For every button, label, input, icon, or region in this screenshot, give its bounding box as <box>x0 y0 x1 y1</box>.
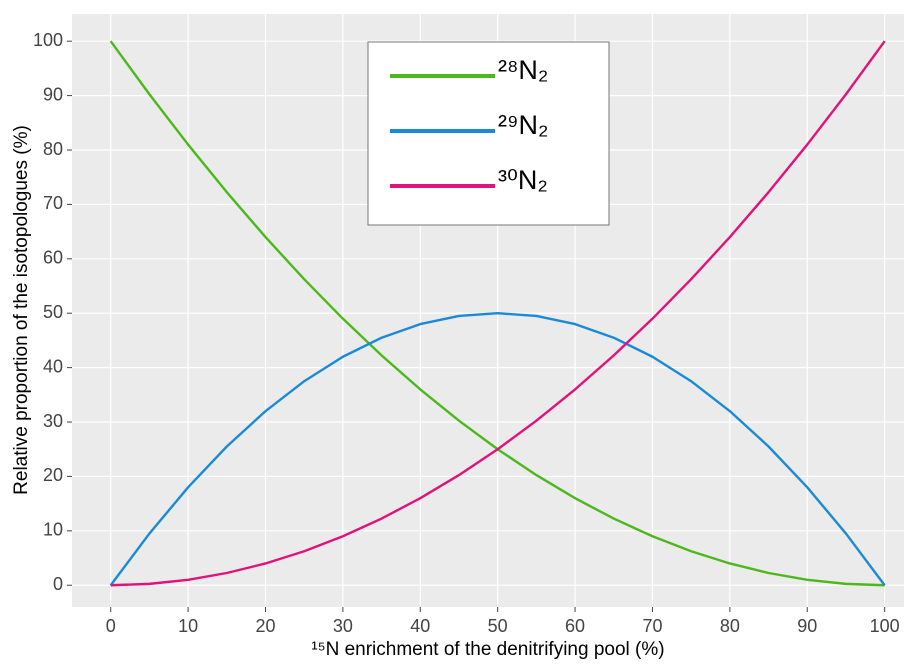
y-tick-label: 50 <box>43 302 63 322</box>
x-tick-label: 20 <box>255 616 275 636</box>
x-tick-label: 60 <box>565 616 585 636</box>
y-tick-label: 40 <box>43 356 63 376</box>
x-tick-label: 40 <box>410 616 430 636</box>
x-tick-label: 90 <box>797 616 817 636</box>
y-tick-label: 80 <box>43 139 63 159</box>
y-tick-label: 30 <box>43 411 63 431</box>
legend-label: ²⁹N₂ <box>498 110 549 140</box>
legend-label: ³⁰N₂ <box>498 165 548 195</box>
x-tick-label: 50 <box>488 616 508 636</box>
y-tick-label: 10 <box>43 520 63 540</box>
y-axis-title: Relative proportion of the isotopologues… <box>11 125 32 495</box>
x-axis-title: ¹⁵N enrichment of the denitrifying pool … <box>311 639 664 660</box>
y-tick-label: 70 <box>43 193 63 213</box>
y-tick-label: 60 <box>43 248 63 268</box>
x-tick-label: 70 <box>642 616 662 636</box>
y-tick-label: 0 <box>53 574 63 594</box>
legend <box>367 41 610 226</box>
x-tick-label: 80 <box>720 616 740 636</box>
y-tick-label: 90 <box>43 84 63 104</box>
series-line <box>110 40 886 587</box>
y-tick-label: 100 <box>33 30 63 50</box>
series-line <box>109 312 886 586</box>
x-tick-label: 0 <box>106 616 116 636</box>
legend-label: ²⁸N₂ <box>498 55 548 85</box>
x-tick-label: 100 <box>870 616 900 636</box>
x-tick-label: 10 <box>178 616 198 636</box>
y-tick-label: 20 <box>43 465 63 485</box>
x-tick-label: 30 <box>333 616 353 636</box>
